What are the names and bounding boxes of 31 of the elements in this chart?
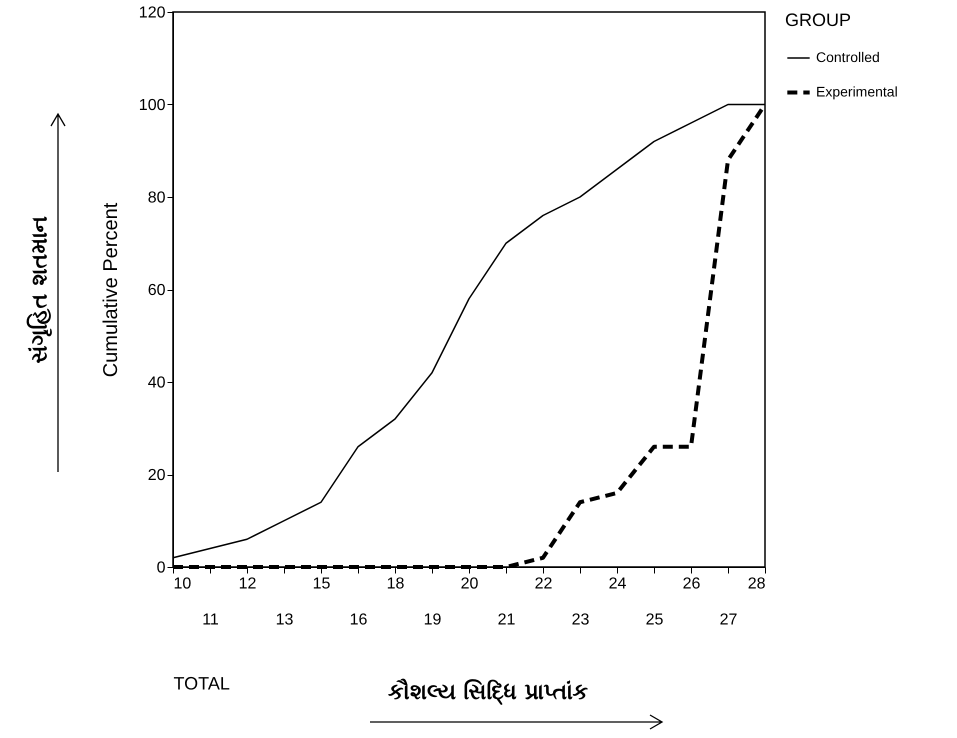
legend-title: GROUP [785, 10, 852, 30]
y-tick-label: 80 [148, 190, 166, 206]
y-tick-label: 120 [138, 4, 166, 22]
x-tick-label: 18 [386, 576, 404, 592]
x-tick-label: 15 [312, 576, 330, 592]
x-tick-label: 24 [608, 576, 626, 592]
x-tick-label: 19 [424, 612, 442, 628]
x-tick-label: 27 [720, 612, 738, 628]
text: સંગૃહિત શતમાન [28, 216, 52, 364]
x-tick-label: 13 [276, 612, 294, 628]
y-tick-label: 20 [148, 467, 166, 484]
text: કૌશલ્ય સિદ્ધિ પ્રાપ્તાંક [388, 680, 588, 705]
x-tick-label: 23 [572, 612, 590, 628]
x-tick-label: 25 [646, 612, 664, 628]
y-axis-title: Cumulative Percent [100, 202, 122, 378]
y-tick-label: 0 [156, 560, 166, 576]
x-tick-label: 28 [748, 576, 766, 592]
y-tick-label: 100 [138, 97, 166, 114]
y-tick-label: 60 [148, 282, 166, 299]
x-tick-label: 16 [350, 612, 368, 628]
x-axis-title: TOTAL [174, 674, 230, 694]
x-tick-label: 20 [460, 576, 478, 592]
x-tick-label: 21 [498, 612, 516, 628]
x-tick-label: 22 [534, 576, 552, 592]
y-tick-label: 40 [148, 374, 166, 392]
legend-label: Controlled [816, 49, 880, 65]
x-tick-label: 26 [682, 576, 700, 592]
x-tick-label: 12 [238, 576, 256, 592]
x-tick-label: 10 [174, 576, 192, 592]
x-tick-label: 11 [202, 612, 219, 628]
legend-label: Experimental [816, 84, 898, 100]
